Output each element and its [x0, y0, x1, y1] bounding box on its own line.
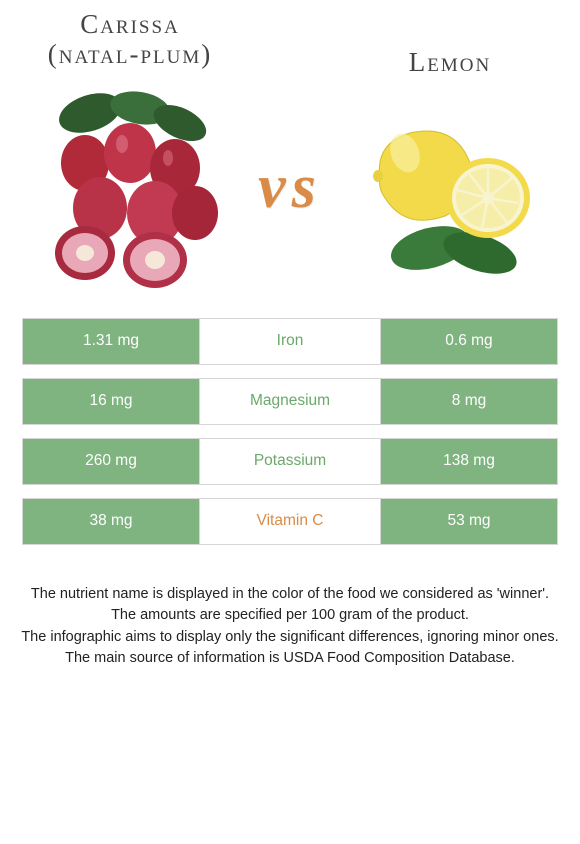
left-value: 16 mg [22, 378, 200, 425]
right-value: 138 mg [380, 438, 558, 485]
table-row: 16 mg Magnesium 8 mg [22, 378, 558, 425]
lemon-image [350, 88, 550, 288]
carissa-image [30, 88, 230, 288]
table-row: 38 mg Vitamin C 53 mg [22, 498, 558, 545]
food-title-left: Carissa (natal-plum) [30, 10, 230, 69]
footer-line: The nutrient name is displayed in the co… [20, 585, 560, 605]
food-title-right: Lemon [350, 48, 550, 78]
header: Carissa (natal-plum) Lemon [0, 0, 580, 78]
right-value: 8 mg [380, 378, 558, 425]
left-value: 1.31 mg [22, 318, 200, 365]
table-row: 1.31 mg Iron 0.6 mg [22, 318, 558, 365]
nutrient-name: Vitamin C [200, 498, 380, 545]
table-row: 260 mg Potassium 138 mg [22, 438, 558, 485]
vs-label: vs [258, 152, 322, 223]
nutrient-name: Iron [200, 318, 380, 365]
footer-line: The main source of information is USDA F… [20, 649, 560, 669]
footer-line: The amounts are specified per 100 gram o… [20, 606, 560, 626]
nutrient-name: Potassium [200, 438, 380, 485]
footer: The nutrient name is displayed in the co… [0, 585, 580, 669]
left-value: 260 mg [22, 438, 200, 485]
footer-line: The infographic aims to display only the… [20, 628, 560, 648]
images-row: vs [0, 78, 580, 308]
nutrient-name: Magnesium [200, 378, 380, 425]
right-value: 53 mg [380, 498, 558, 545]
comparison-table: 1.31 mg Iron 0.6 mg 16 mg Magnesium 8 mg… [22, 318, 558, 545]
right-value: 0.6 mg [380, 318, 558, 365]
left-value: 38 mg [22, 498, 200, 545]
